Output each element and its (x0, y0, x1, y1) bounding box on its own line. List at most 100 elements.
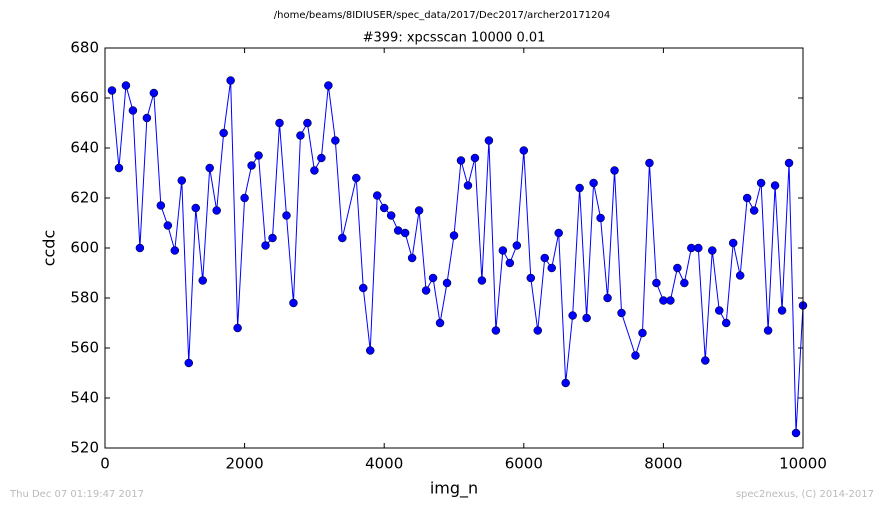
x-axis-label: img_n (430, 479, 478, 499)
data-point (240, 193, 249, 203)
data-point (177, 176, 187, 185)
data-point (449, 231, 459, 240)
data-point (324, 81, 333, 90)
data-point (484, 136, 494, 145)
data-point (652, 278, 661, 288)
data-point (770, 181, 780, 190)
data-point (156, 201, 166, 210)
data-point (142, 113, 152, 123)
data-point (289, 298, 298, 308)
footer-left: Thu Dec 07 01:19:47 2017 (9, 489, 144, 500)
chart-suptitle: /home/beams/8IDIUSER/spec_data/2017/Dec2… (274, 10, 610, 21)
data-point (414, 206, 424, 215)
data-point (205, 163, 214, 173)
data-point (275, 118, 284, 128)
data-point (777, 306, 787, 315)
data-point (198, 276, 207, 285)
y-tick-label: 540 (70, 389, 99, 407)
data-point (749, 206, 759, 215)
data-point (261, 241, 270, 250)
data-point (708, 246, 717, 255)
data-point (666, 296, 675, 305)
data-point (435, 318, 445, 328)
data-point (170, 246, 180, 255)
data-point (533, 326, 543, 335)
data-point (756, 178, 766, 188)
data-point (631, 351, 640, 360)
data-point (701, 356, 710, 365)
data-point (310, 166, 319, 175)
data-point (589, 178, 598, 188)
data-point (512, 241, 522, 250)
data-point (400, 228, 410, 238)
data-point (372, 191, 382, 200)
footer-right: spec2nexus, (C) 2014-2017 (736, 489, 874, 500)
data-point (505, 258, 515, 268)
data-point (303, 118, 312, 128)
data-point (742, 193, 752, 203)
data-point (498, 246, 508, 255)
data-point (247, 161, 256, 170)
y-tick-label: 580 (70, 289, 99, 307)
data-point (254, 151, 263, 160)
data-point (135, 243, 145, 253)
data-point (184, 358, 194, 368)
data-point (575, 183, 584, 193)
data-point (379, 203, 389, 213)
plot-frame (104, 47, 804, 449)
x-tick-label: 4000 (365, 455, 403, 473)
data-point (519, 146, 529, 155)
x-tick-label: 10000 (779, 455, 827, 473)
y-tick-label: 520 (70, 439, 99, 457)
data-point (554, 228, 563, 238)
data-point (680, 278, 689, 288)
data-point (547, 263, 556, 273)
data-point (149, 88, 159, 98)
data-point (568, 311, 577, 320)
data-point (163, 221, 173, 230)
x-tick-label: 8000 (644, 455, 682, 473)
y-tick-label: 640 (70, 139, 99, 157)
data-line (111, 80, 804, 434)
data-point (114, 163, 124, 173)
data-point (282, 211, 291, 220)
data-point (421, 286, 431, 295)
x-tick-label: 6000 (505, 455, 543, 473)
data-point (763, 326, 773, 335)
y-tick-label: 620 (70, 189, 99, 207)
data-point (219, 128, 228, 138)
data-point (617, 308, 626, 318)
x-tick-label: 0 (100, 455, 110, 473)
data-point (645, 158, 654, 168)
data-point (470, 153, 480, 163)
y-tick-label: 680 (70, 39, 99, 57)
data-point (365, 346, 375, 355)
data-point (456, 156, 466, 165)
data-point (694, 243, 703, 253)
data-point (610, 166, 619, 175)
x-tick-label: 2000 (226, 455, 264, 473)
data-point (442, 278, 452, 288)
data-point (791, 428, 801, 438)
data-point (463, 181, 473, 190)
data-point (352, 173, 361, 183)
data-point (212, 206, 221, 215)
data-point (359, 283, 368, 293)
y-tick-label: 560 (70, 339, 99, 357)
data-point (596, 213, 605, 223)
y-axis-label: ccdc (40, 230, 59, 267)
data-point (721, 318, 731, 328)
data-point (673, 263, 682, 273)
data-point (386, 211, 396, 220)
data-point (107, 86, 117, 95)
y-tick-label: 600 (70, 239, 99, 257)
data-point (338, 233, 347, 243)
data-point (526, 273, 536, 283)
data-point (728, 238, 738, 248)
data-point (191, 203, 200, 213)
data-point (561, 378, 570, 388)
data-point (121, 81, 131, 90)
data-point (714, 306, 724, 315)
